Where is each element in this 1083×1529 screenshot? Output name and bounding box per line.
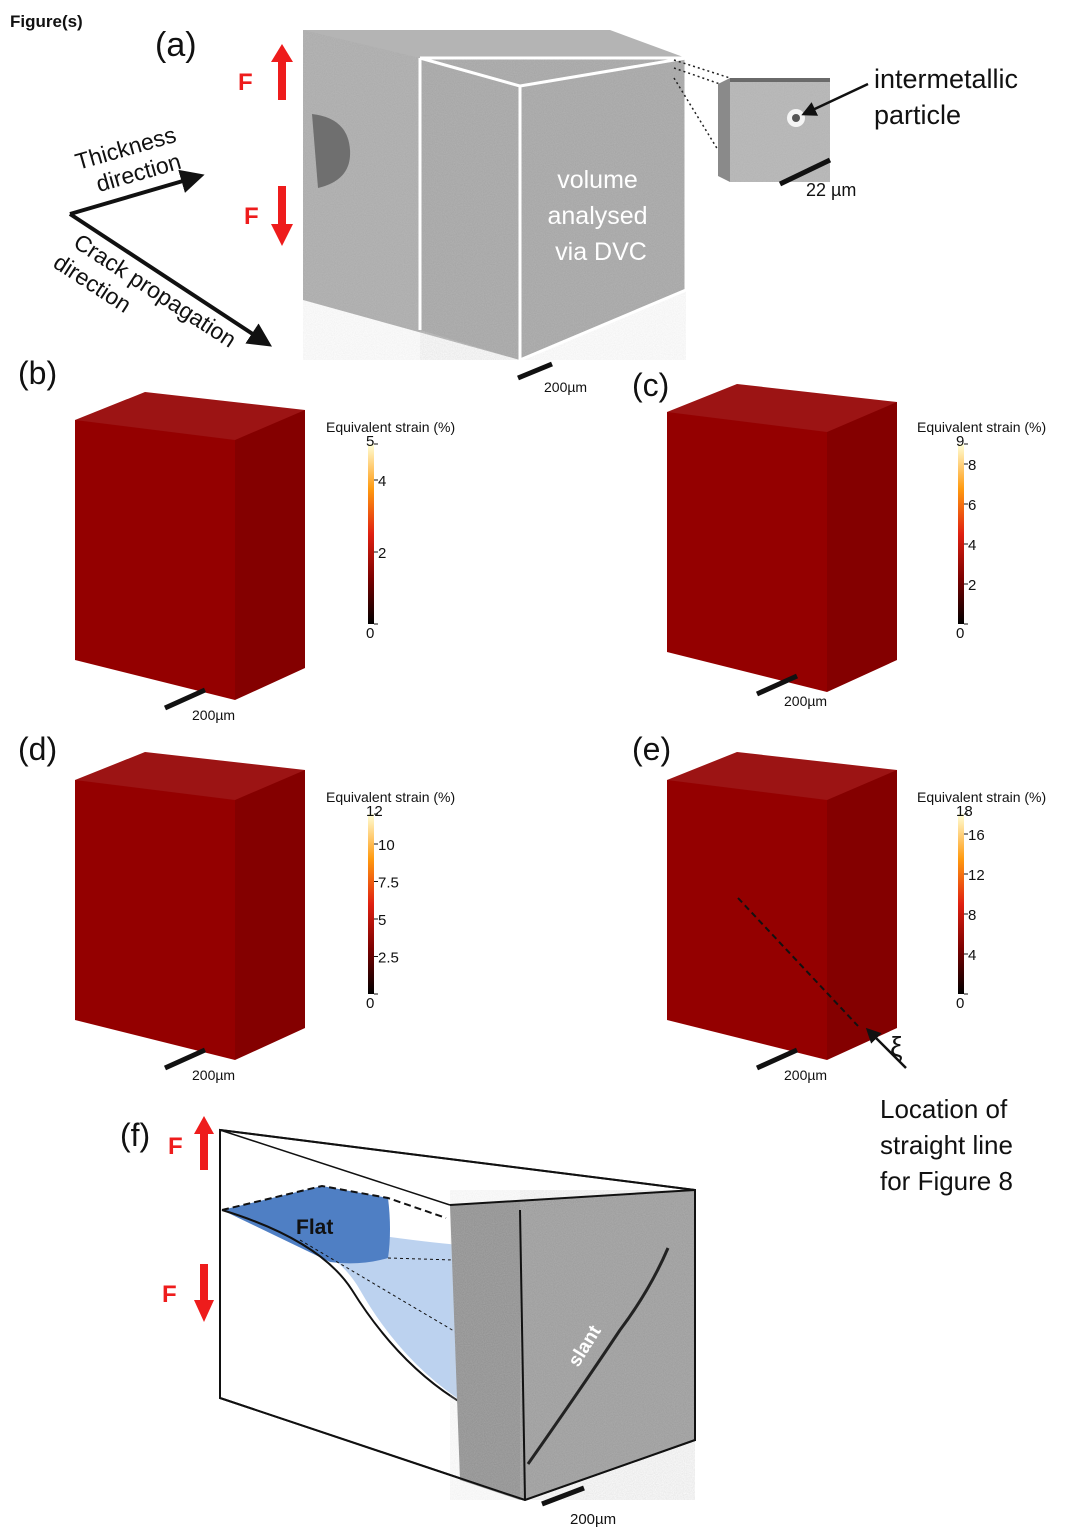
colorbar-tick-label: 5 [378,912,386,929]
panel-a: (a) F F Thickness direction Crack propag… [49,26,1026,395]
volume-analysed-label: volume analysed via DVC [547,166,654,266]
colorbar-tick-label: 2 [378,545,386,562]
force-arrow-up [271,44,293,100]
colorbar [958,814,964,994]
thickness-direction-label: Thickness direction [72,120,192,201]
thickness-direction-arrow [69,169,205,216]
figure-header: Figure(s) [10,12,83,31]
panel-f-force-arrow-down [194,1264,214,1322]
panel-e-annotation: ξ Location of straight line for Figure 8 [737,897,1020,1196]
colorbar-tick-label: 7.5 [378,875,399,892]
panel-f: (f) F F [120,1116,696,1528]
strain-panel-label: (c) [632,367,669,403]
colorbar-tick-label: 0 [366,625,374,642]
force-label-bottom: F [244,203,259,230]
strain-cube [75,392,305,700]
colorbar-title: Equivalent strain (%) [917,419,1046,435]
colorbar-title: Equivalent strain (%) [326,419,455,435]
strain-panel-label: (b) [18,355,57,391]
strain-cube [75,752,305,1060]
colorbar [958,444,964,624]
colorbar-tick-label: 12 [366,803,383,820]
force-arrow-down [271,186,293,246]
particle-scale-bar [778,157,832,187]
colorbar-tick-label: 4 [378,473,386,490]
fracture-box [219,1128,696,1502]
particle-pointer-arrow [801,82,869,116]
colorbar-tick-label: 0 [366,995,374,1012]
particle-label: intermetallic particle [874,64,1026,130]
colorbar-tick-label: 6 [968,497,976,514]
strain-panel-3: (d) 200µm Equivalent strain (%)12 10 7.5 5 2.5… [18,731,455,1083]
colorbar-tick-label: 0 [956,625,964,642]
strain-panel-2: (c) 200µm Equivalent strain (%)98 6 4 2 0 [632,367,1046,709]
colorbar-tick-label: 8 [968,907,976,924]
colorbar-tick-label: 10 [378,837,395,854]
colorbar-title: Equivalent strain (%) [917,789,1046,805]
strain-panel-label: (e) [632,731,671,767]
colorbar-tick-label: 16 [968,827,985,844]
panel-f-scale-bar [541,1485,585,1507]
scale-label: 200µm [784,1067,827,1083]
crack-direction-label: Crack propagation direction [49,225,246,379]
scale-label: 200µm [192,1067,235,1083]
xi-pointer-arrow [865,1027,907,1069]
scale-bar [163,687,207,711]
scale-label: 200µm [784,693,827,709]
strain-cube [667,752,897,1060]
particle-scale-label: 22 µm [806,180,856,200]
strain-panel-label: (d) [18,731,57,767]
colorbar [368,814,374,994]
crack-direction-arrow [68,212,273,347]
panel-f-scale-label: 200µm [570,1511,616,1528]
panel-a-scale-label: 200µm [544,379,587,395]
colorbar-title: Equivalent strain (%) [326,789,455,805]
panel-f-label: (f) [120,1117,150,1153]
colorbar-tick-label: 8 [968,457,976,474]
scale-bar [755,1047,799,1071]
strain-panel-4: (e) 200µm Equivalent strain (%)18 16 12 8 4 0 [632,731,1046,1083]
specimen-volume [303,30,688,363]
colorbar-tick-label: 18 [956,803,973,820]
panel-f-force-arrow-up [194,1116,214,1170]
strain-cube [667,384,897,692]
scale-label: 200µm [192,707,235,723]
colorbar-tick-label: 0 [956,995,964,1012]
particle-inset [673,59,830,182]
colorbar-tick-label: 4 [968,537,976,554]
flat-label: Flat [296,1216,333,1239]
colorbar-tick-label: 12 [968,867,985,884]
panel-f-force-label-top: F [168,1133,183,1160]
colorbar-tick-label: 2.5 [378,950,399,967]
colorbar-tick-label: 5 [366,433,374,450]
force-label-top: F [238,69,253,96]
panel-f-force-label-bottom: F [162,1281,177,1308]
colorbar [368,444,374,624]
scale-bar [755,673,799,697]
slant-crack [526,1247,670,1465]
flat-region [222,1186,390,1264]
colorbar-tick-label: 9 [956,433,964,450]
slant-region [222,1210,460,1400]
xi-symbol: ξ [890,1031,903,1062]
figure8-location-label: Location of straight line for Figure 8 [880,1094,1020,1196]
scale-bar [163,1047,207,1071]
colorbar-tick-label: 4 [968,947,976,964]
panel-a-label: (a) [155,26,197,64]
colorbar-tick-label: 2 [968,577,976,594]
panel-a-scale-bar [517,361,553,381]
strain-panel-1: (b) 200µm Equivalent strain (%)5 4 2 0 [18,355,455,723]
